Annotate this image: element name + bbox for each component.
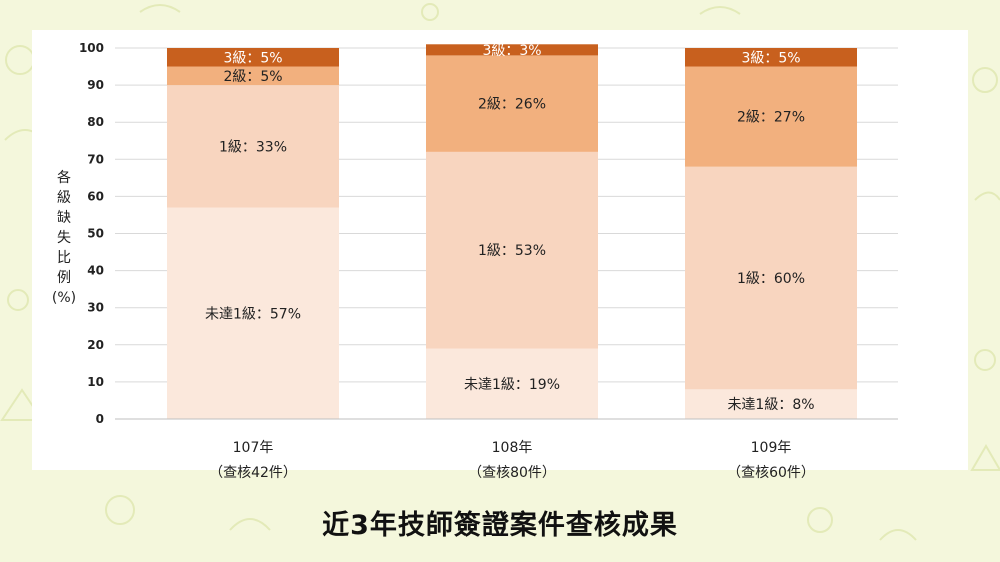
bar-segment-level2: [426, 55, 598, 152]
y-tick-label: 0: [96, 412, 104, 426]
x-category-label: 109年: [751, 440, 792, 456]
data-label-level2: 2級：5%: [223, 69, 282, 85]
y-axis-label-char: 比: [57, 250, 71, 266]
data-label-below1: 未達1級：8%: [727, 397, 814, 413]
bar-segment-level3: [426, 44, 598, 56]
y-axis-label-char: 各: [57, 170, 71, 186]
x-category-note: （查核42件）: [209, 465, 297, 481]
y-tick-label: 70: [87, 152, 104, 166]
bar-segment-level2: [685, 66, 857, 167]
bar-segment-level3: [167, 48, 339, 67]
y-axis-label: 各級缺失比例 (%): [50, 168, 78, 308]
y-tick-label: 80: [87, 115, 104, 129]
data-label-below1: 未達1級：19%: [464, 377, 560, 393]
data-label-level1: 1級：60%: [737, 271, 805, 287]
bar-segment-level3: [685, 48, 857, 67]
data-label-level1: 1級：53%: [478, 243, 546, 259]
y-axis-label-unit: (%): [51, 290, 77, 306]
bar-segment-level1: [685, 166, 857, 390]
bar-segment-below1: [426, 348, 598, 419]
data-label-level3: 3級：5%: [223, 50, 282, 66]
y-tick-label: 20: [87, 338, 104, 352]
y-axis-label-char: 失: [57, 230, 71, 246]
bar-segment-level1: [167, 85, 339, 208]
y-tick-label: 50: [87, 227, 104, 241]
x-category-label: 107年: [233, 440, 274, 456]
x-category-note: （查核80件）: [468, 465, 556, 481]
chart-title: 近3年技師簽證案件查核成果: [322, 510, 678, 541]
y-axis-label-char: 級: [57, 190, 71, 206]
y-tick-label: 10: [87, 375, 104, 389]
x-category-label: 108年: [492, 440, 533, 456]
data-label-level3: 3級：5%: [741, 50, 800, 66]
x-category-note: （查核60件）: [727, 465, 815, 481]
y-tick-label: 40: [87, 264, 104, 278]
y-axis-label-char: 例: [57, 270, 71, 286]
data-label-level2: 2級：27%: [737, 110, 805, 126]
bar-segment-level1: [426, 151, 598, 349]
y-axis-label-char: 缺: [57, 210, 71, 226]
data-label-level1: 1級：33%: [219, 139, 287, 155]
data-label-level2: 2級：26%: [478, 97, 546, 113]
y-tick-label: 60: [87, 189, 104, 203]
bar-segment-below1: [685, 389, 857, 419]
y-tick-label: 30: [87, 301, 104, 315]
bar-segment-below1: [167, 207, 339, 419]
data-label-level3: 3級：3%: [482, 43, 541, 59]
y-tick-label: 90: [87, 78, 104, 92]
y-tick-label: 100: [79, 41, 104, 55]
bar-segment-level2: [167, 66, 339, 86]
data-label-below1: 未達1級：57%: [205, 306, 301, 322]
